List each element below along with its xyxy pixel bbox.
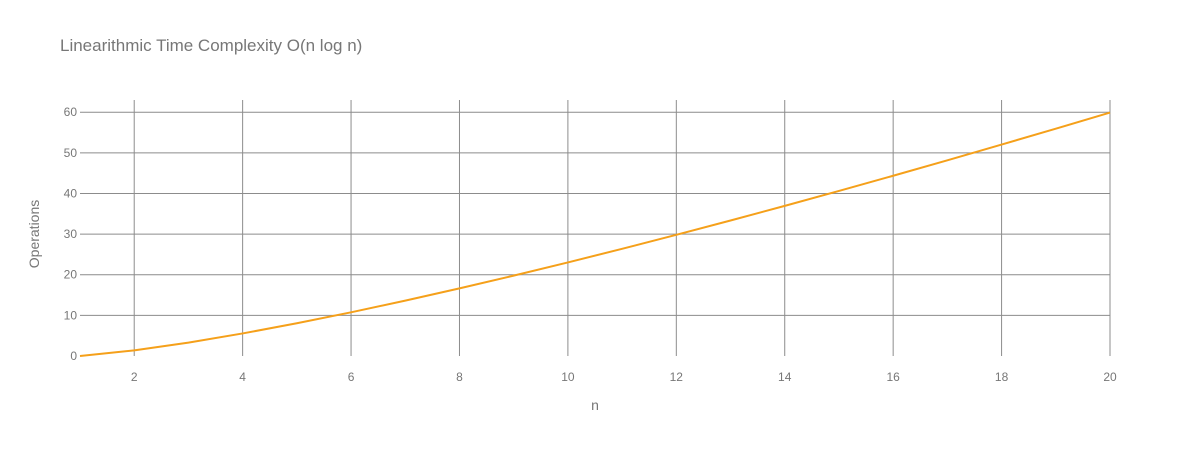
x-tick-label: 16 xyxy=(886,370,900,384)
series-layer xyxy=(79,111,1111,357)
tick-layer: 0 10 20 30 40 50 60 2 4 6 8 10 12 14 16 18 20 xyxy=(64,105,1117,384)
grid-layer xyxy=(80,100,1111,356)
y-tick-label: 60 xyxy=(64,105,78,119)
x-tick-label: 2 xyxy=(131,370,138,384)
x-axis-label: n xyxy=(591,397,599,413)
x-tick-label: 14 xyxy=(778,370,792,384)
x-tick-label: 4 xyxy=(239,370,246,384)
x-tick-label: 12 xyxy=(670,370,684,384)
y-tick-label: 20 xyxy=(64,268,78,282)
x-tick-label: 10 xyxy=(561,370,575,384)
y-tick-label: 30 xyxy=(64,227,78,241)
x-tick-label: 18 xyxy=(995,370,1009,384)
y-tick-label: 40 xyxy=(64,186,78,200)
y-tick-label: 0 xyxy=(70,349,77,363)
series-line xyxy=(79,111,1111,357)
chart-title: Linearithmic Time Complexity O(n log n) xyxy=(60,36,362,55)
x-tick-label: 20 xyxy=(1103,370,1117,384)
y-tick-label: 10 xyxy=(64,308,78,322)
x-tick-label: 6 xyxy=(348,370,355,384)
x-tick-label: 8 xyxy=(456,370,463,384)
y-axis-label: Operations xyxy=(26,200,42,268)
y-tick-label: 50 xyxy=(64,146,78,160)
